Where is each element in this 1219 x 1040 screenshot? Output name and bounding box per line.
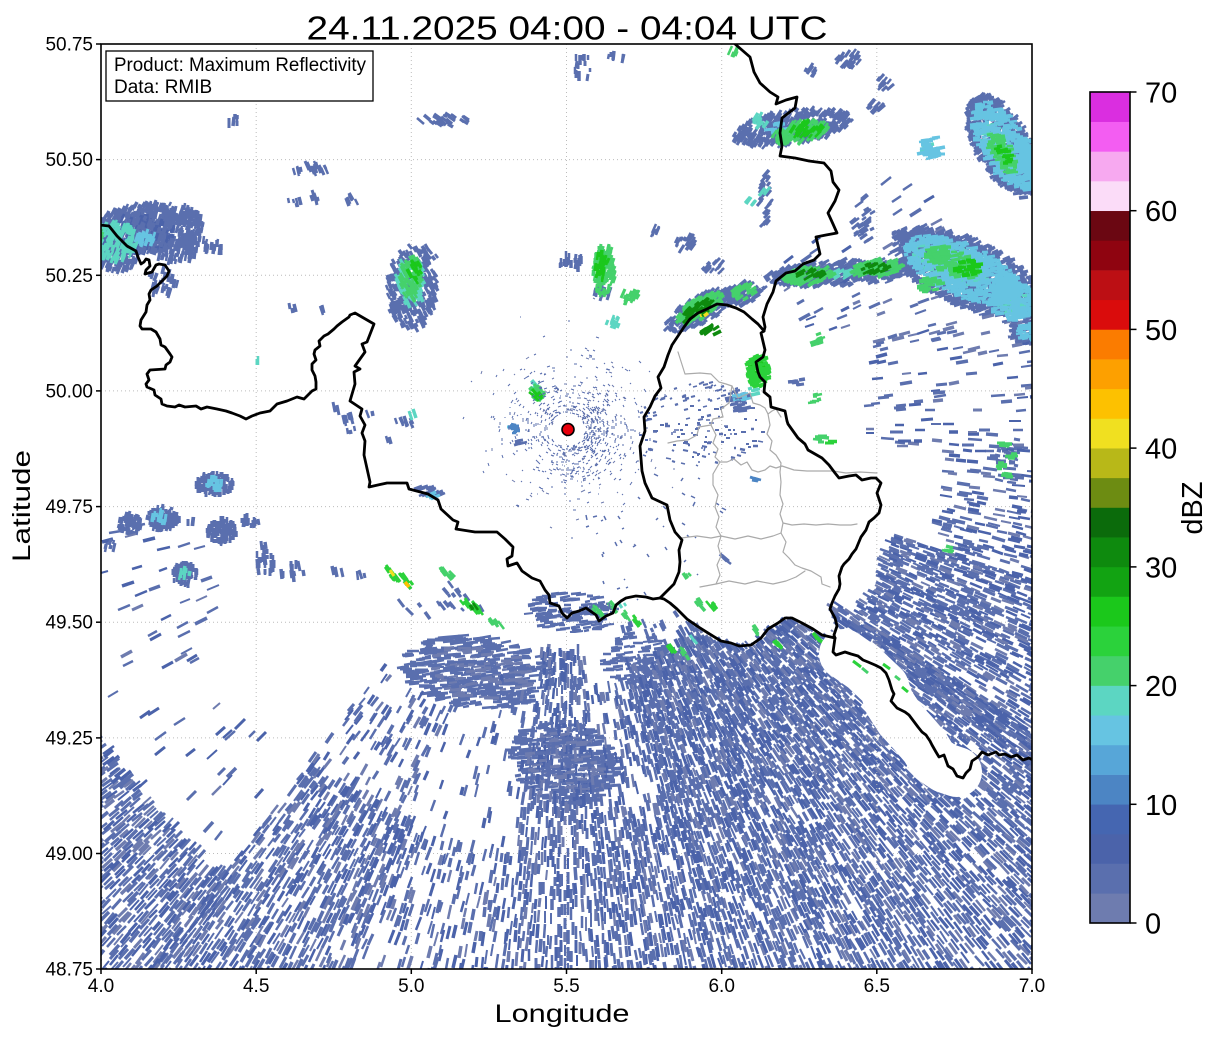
svg-text:49.75: 49.75: [45, 497, 93, 518]
svg-text:50: 50: [1145, 315, 1177, 347]
svg-text:50.75: 50.75: [45, 35, 93, 56]
svg-text:Longitude: Longitude: [495, 1000, 630, 1028]
svg-text:50.00: 50.00: [45, 381, 93, 402]
svg-text:4.5: 4.5: [243, 976, 269, 997]
svg-text:Product: Maximum Reflectivity: Product: Maximum Reflectivity: [114, 55, 366, 76]
svg-text:49.50: 49.50: [45, 613, 93, 634]
svg-text:0: 0: [1145, 909, 1161, 941]
svg-text:48.75: 48.75: [45, 960, 93, 981]
svg-text:60: 60: [1145, 196, 1177, 228]
svg-text:49.25: 49.25: [45, 728, 93, 749]
svg-text:dBZ: dBZ: [1177, 481, 1209, 534]
svg-text:50.50: 50.50: [45, 150, 93, 171]
svg-text:10: 10: [1145, 790, 1177, 822]
svg-text:50.25: 50.25: [45, 266, 93, 287]
svg-text:5.5: 5.5: [553, 976, 579, 997]
svg-text:20: 20: [1145, 671, 1177, 703]
svg-text:24.11.2025 04:00 - 04:04 UTC: 24.11.2025 04:00 - 04:04 UTC: [307, 10, 828, 47]
svg-text:6.0: 6.0: [708, 976, 734, 997]
svg-text:49.00: 49.00: [45, 844, 93, 865]
svg-text:Data: RMIB: Data: RMIB: [114, 77, 212, 98]
svg-text:5.0: 5.0: [398, 976, 424, 997]
svg-text:4.0: 4.0: [88, 976, 114, 997]
svg-text:6.5: 6.5: [864, 976, 890, 997]
svg-text:Latitude: Latitude: [8, 450, 36, 562]
svg-text:7.0: 7.0: [1019, 976, 1045, 997]
svg-text:70: 70: [1145, 78, 1177, 110]
svg-text:40: 40: [1145, 434, 1177, 466]
svg-text:30: 30: [1145, 552, 1177, 584]
